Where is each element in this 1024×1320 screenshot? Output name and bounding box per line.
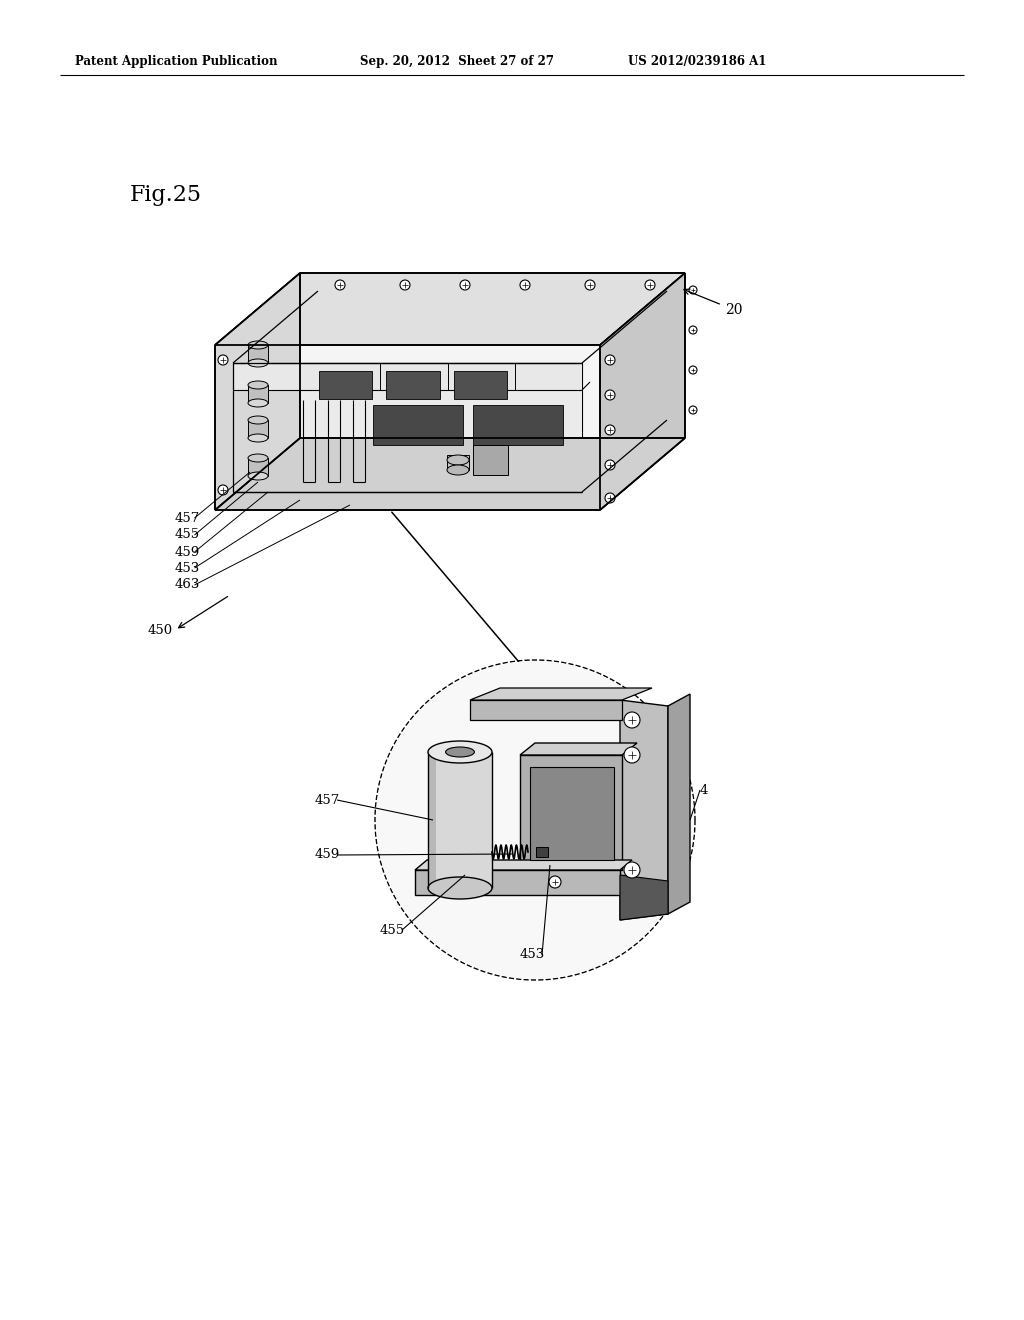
Polygon shape [520, 743, 637, 755]
Circle shape [624, 711, 640, 729]
Ellipse shape [248, 454, 268, 462]
Polygon shape [530, 767, 614, 861]
Text: 459: 459 [175, 545, 201, 558]
Circle shape [689, 326, 697, 334]
Circle shape [605, 355, 615, 366]
Circle shape [605, 389, 615, 400]
Polygon shape [233, 363, 582, 492]
Polygon shape [473, 445, 508, 475]
Ellipse shape [447, 455, 469, 465]
Circle shape [218, 355, 228, 366]
Circle shape [689, 407, 697, 414]
Circle shape [689, 286, 697, 294]
Polygon shape [620, 875, 668, 920]
Ellipse shape [248, 359, 268, 367]
Circle shape [400, 280, 410, 290]
Text: Fig.25: Fig.25 [130, 183, 202, 206]
Text: 20: 20 [725, 304, 742, 317]
Polygon shape [215, 345, 600, 510]
Text: 4: 4 [700, 784, 709, 796]
Circle shape [605, 425, 615, 436]
Ellipse shape [428, 876, 492, 899]
Polygon shape [447, 455, 469, 470]
Text: 453: 453 [175, 561, 201, 574]
Polygon shape [415, 870, 620, 895]
Text: Patent Application Publication: Patent Application Publication [75, 55, 278, 69]
Ellipse shape [248, 473, 268, 480]
Circle shape [645, 280, 655, 290]
Circle shape [605, 459, 615, 470]
Polygon shape [215, 273, 300, 510]
Polygon shape [428, 752, 492, 888]
Polygon shape [248, 420, 268, 438]
Ellipse shape [248, 399, 268, 407]
Circle shape [335, 280, 345, 290]
Ellipse shape [248, 381, 268, 389]
Polygon shape [415, 861, 632, 870]
Polygon shape [668, 694, 690, 913]
Polygon shape [233, 363, 582, 389]
Text: 457: 457 [175, 511, 201, 524]
Polygon shape [473, 405, 563, 445]
Polygon shape [248, 345, 268, 363]
Ellipse shape [428, 741, 492, 763]
Circle shape [460, 280, 470, 290]
Ellipse shape [248, 434, 268, 442]
Circle shape [689, 366, 697, 374]
Polygon shape [428, 752, 436, 888]
Polygon shape [386, 371, 439, 399]
Text: US 2012/0239186 A1: US 2012/0239186 A1 [628, 55, 766, 69]
Polygon shape [215, 438, 685, 510]
Text: 455: 455 [175, 528, 200, 541]
Circle shape [605, 492, 615, 503]
Text: 453: 453 [520, 949, 545, 961]
Text: 450: 450 [148, 623, 173, 636]
Polygon shape [470, 700, 622, 719]
Text: 455: 455 [380, 924, 406, 936]
Circle shape [520, 280, 530, 290]
Text: Sep. 20, 2012  Sheet 27 of 27: Sep. 20, 2012 Sheet 27 of 27 [360, 55, 554, 69]
Ellipse shape [248, 416, 268, 424]
Polygon shape [373, 405, 463, 445]
Polygon shape [319, 371, 373, 399]
Circle shape [549, 876, 561, 888]
Ellipse shape [445, 747, 474, 756]
Polygon shape [248, 458, 268, 477]
Circle shape [585, 280, 595, 290]
Polygon shape [600, 273, 685, 510]
Circle shape [376, 661, 694, 979]
Ellipse shape [447, 465, 469, 475]
Circle shape [624, 862, 640, 878]
Text: 463: 463 [175, 578, 201, 591]
Polygon shape [454, 371, 507, 399]
Text: 459: 459 [315, 849, 340, 862]
Polygon shape [470, 688, 652, 700]
Circle shape [624, 747, 640, 763]
Polygon shape [620, 700, 668, 920]
Polygon shape [536, 847, 548, 857]
Polygon shape [215, 273, 685, 345]
Circle shape [218, 484, 228, 495]
Polygon shape [233, 389, 582, 492]
Polygon shape [520, 755, 622, 870]
Ellipse shape [248, 341, 268, 348]
Polygon shape [248, 385, 268, 403]
Text: 457: 457 [315, 793, 340, 807]
